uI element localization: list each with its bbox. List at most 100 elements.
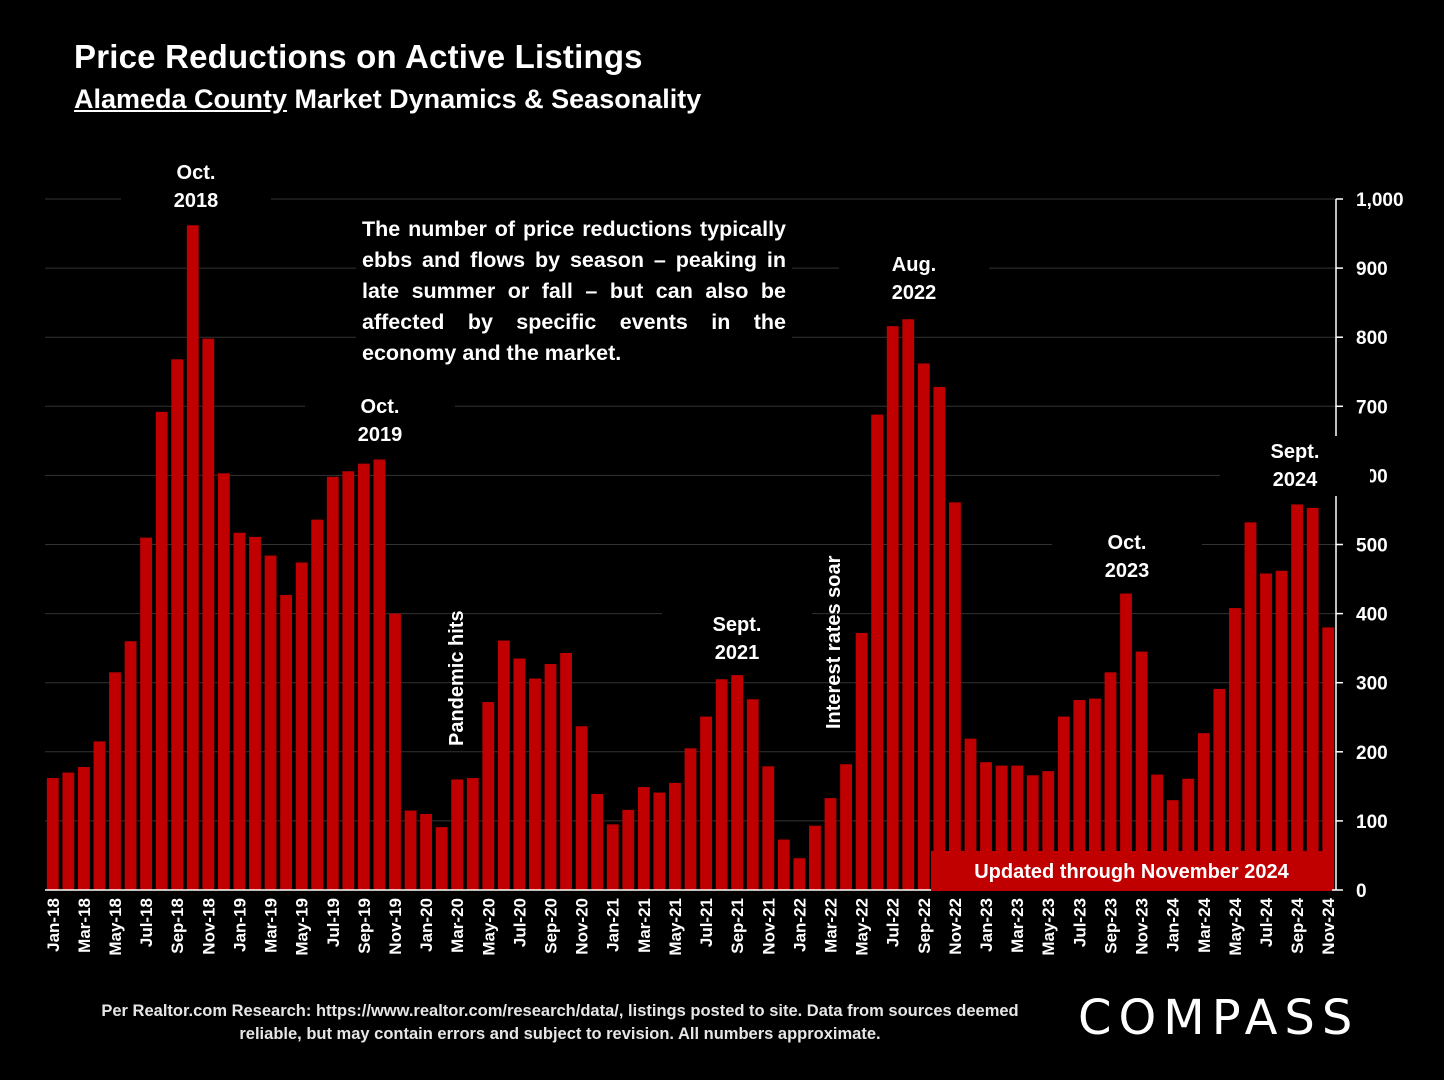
y-tick-label: 500 <box>1356 536 1388 557</box>
annotation-oct-2023: Oct. 2023 <box>1052 527 1202 587</box>
bar-Mar-18 <box>77 767 90 890</box>
x-tick-label: Sep-21 <box>728 898 747 954</box>
bar-Jun-23 <box>1057 716 1070 890</box>
bar-Jan-24 <box>1166 800 1179 890</box>
bar-Sep-23 <box>1104 672 1117 890</box>
x-tick-label: Mar-19 <box>262 898 281 953</box>
y-tick-label: 300 <box>1356 674 1388 695</box>
bar-Jan-18 <box>46 778 59 890</box>
y-tick-label: 400 <box>1356 605 1388 626</box>
x-tick-label: May-24 <box>1226 897 1245 955</box>
bar-Apr-22 <box>840 764 852 890</box>
bar-Mar-22 <box>824 798 837 890</box>
annotation-oct-2018: Oct. 2018 <box>121 157 271 217</box>
x-tick-label: Sep-23 <box>1101 898 1120 954</box>
bar-Apr-19 <box>280 594 293 890</box>
bar-Oct-24 <box>1306 507 1319 890</box>
x-tick-label: Jul-20 <box>510 898 529 947</box>
bar-Nov-22 <box>949 502 961 890</box>
x-tick-label: Mar-20 <box>448 898 467 953</box>
bar-Oct-19 <box>373 459 386 890</box>
bar-Jul-19 <box>326 476 339 890</box>
x-tick-label: Jan-21 <box>604 898 623 952</box>
bar-Jun-21 <box>684 748 697 890</box>
chart-subtitle: Alameda County Market Dynamics & Seasona… <box>74 84 701 115</box>
bar-Jul-24 <box>1260 573 1272 890</box>
bar-Oct-18 <box>186 225 199 890</box>
x-tick-label: Nov-22 <box>946 898 965 955</box>
y-tick-label: 200 <box>1356 743 1388 764</box>
bar-Jun-22 <box>871 414 884 890</box>
bar-Sep-18 <box>171 359 184 890</box>
bar-Nov-21 <box>762 766 775 890</box>
bar-Aug-21 <box>715 679 728 890</box>
subtitle-rest: Market Dynamics & Seasonality <box>287 84 702 114</box>
bar-Sep-22 <box>917 363 930 890</box>
x-tick-label: Nov-20 <box>573 898 592 955</box>
bar-Nov-24 <box>1322 627 1335 890</box>
x-tick-label: Nov-21 <box>759 898 778 955</box>
bar-May-24 <box>1228 608 1241 890</box>
x-tick-label: Jul-18 <box>137 898 156 947</box>
bar-Dec-20 <box>591 793 604 890</box>
bar-Aug-19 <box>342 471 355 890</box>
bar-Nov-18 <box>202 338 215 890</box>
bar-Jul-22 <box>886 326 899 890</box>
bar-Oct-23 <box>1120 593 1132 890</box>
bar-Jan-21 <box>606 824 619 890</box>
bar-Nov-20 <box>575 726 588 890</box>
x-tick-label: May-20 <box>479 898 498 956</box>
x-tick-label: Jul-21 <box>697 898 716 947</box>
bar-May-18 <box>109 672 121 890</box>
x-tick-label: Mar-24 <box>1195 897 1214 952</box>
bar-Nov-19 <box>389 613 401 890</box>
bar-Jun-19 <box>311 519 324 890</box>
bar-Aug-22 <box>902 319 915 890</box>
bar-Aug-20 <box>529 678 541 890</box>
x-tick-label: Jan-24 <box>1164 897 1183 951</box>
subtitle-county: Alameda County <box>74 84 288 114</box>
explanation-callout: The number of price reductions typically… <box>356 214 792 369</box>
bar-Sep-19 <box>357 463 370 890</box>
bar-Dec-18 <box>217 473 230 890</box>
bar-Jan-19 <box>233 532 246 890</box>
bar-May-21 <box>669 782 681 890</box>
x-tick-label: Nov-23 <box>1133 898 1152 955</box>
bar-Dec-21 <box>777 839 790 890</box>
bar-Oct-21 <box>746 699 759 890</box>
bar-Jan-22 <box>793 858 806 890</box>
y-tick-label: 1,000 <box>1356 190 1404 211</box>
x-tick-label: May-19 <box>293 898 312 956</box>
x-tick-label: Jan-20 <box>417 898 436 952</box>
x-tick-label: Jul-19 <box>324 898 343 947</box>
bar-Mar-20 <box>451 779 464 890</box>
bar-Jul-20 <box>513 658 526 890</box>
source-footnote: Per Realtor.com Research: https://www.re… <box>101 1002 1019 1043</box>
bar-Mar-19 <box>264 555 277 890</box>
annotation-interest-rates: Interest rates soar <box>823 555 845 729</box>
x-tick-label: Mar-23 <box>1008 898 1027 953</box>
bar-Feb-21 <box>622 809 635 890</box>
x-tick-label: Sep-18 <box>168 898 187 954</box>
y-tick-label: 800 <box>1356 328 1388 349</box>
bar-Feb-19 <box>249 536 261 890</box>
x-tick-label: Sep-24 <box>1288 897 1307 953</box>
bar-Jul-23 <box>1073 699 1086 890</box>
bar-Aug-18 <box>155 411 168 890</box>
bar-Jun-24 <box>1244 522 1257 890</box>
x-tick-label: May-21 <box>666 898 685 956</box>
bar-May-20 <box>482 702 495 890</box>
x-tick-label: Jan-23 <box>977 898 996 952</box>
bar-Feb-20 <box>435 827 448 890</box>
annotation-pandemic: Pandemic hits <box>446 610 468 746</box>
bar-Mar-23 <box>1011 765 1024 890</box>
x-tick-label: Mar-22 <box>821 898 840 953</box>
bar-Dec-23 <box>1151 774 1164 890</box>
bar-Aug-24 <box>1275 570 1288 890</box>
bar-Jun-18 <box>124 641 137 890</box>
x-tick-label: Jul-23 <box>1070 898 1089 947</box>
bar-Apr-23 <box>1026 775 1039 890</box>
annotation-sept-2024: Sept. 2024 <box>1220 436 1370 496</box>
y-tick-label: 100 <box>1356 812 1388 833</box>
